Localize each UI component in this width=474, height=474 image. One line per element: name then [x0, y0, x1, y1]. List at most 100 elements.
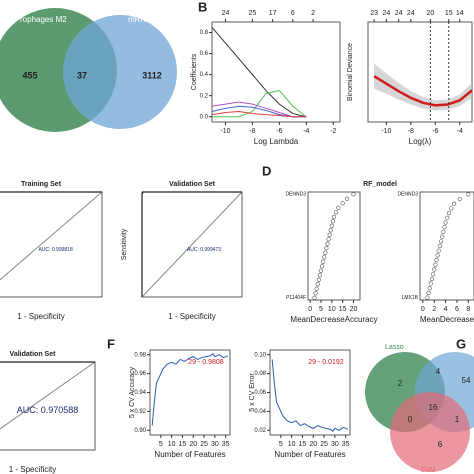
dot — [331, 214, 337, 219]
region-count: 4 — [436, 367, 441, 376]
annotation: AUC: 0.970588 — [17, 405, 79, 415]
y-tick-label: 0.4 — [200, 72, 209, 78]
x-tick-label: -6 — [432, 128, 438, 135]
dot — [440, 234, 445, 239]
top-tick-label: 24 — [222, 10, 230, 17]
region-count: 455 — [22, 70, 37, 80]
dot — [317, 273, 323, 278]
diagonal — [0, 361, 96, 430]
x-tick-label: 5 — [319, 306, 323, 313]
dot — [316, 277, 321, 282]
top-tick-label: 6 — [291, 10, 295, 17]
x-tick-label: 20 — [309, 441, 317, 448]
x-axis-label: 1 - Specificity — [168, 312, 216, 321]
y-tick-label: 0.04 — [254, 409, 266, 415]
x-axis-label: 1 - Specificity — [9, 465, 57, 474]
x-tick-label: -10 — [220, 128, 230, 135]
annotation: 29 - 0.9808 — [188, 359, 224, 366]
x-axis-label: MeanDecreaseAccuracy — [290, 315, 377, 324]
y-axis-label: Binomial Deviance — [347, 43, 354, 101]
dot — [319, 264, 325, 269]
y-tick-label: 0.94 — [134, 390, 146, 396]
plot-title: Validation Set — [10, 351, 57, 358]
plot-frame — [367, 21, 473, 123]
y-axis-label: Sensitivity — [121, 228, 128, 260]
y-tick-label: 0.0 — [200, 114, 209, 120]
x-tick-label: 20 — [189, 441, 197, 448]
dot — [324, 246, 329, 251]
dot — [443, 220, 448, 225]
dot — [442, 225, 447, 230]
data-line — [212, 89, 307, 118]
y-tick-label: 0.02 — [254, 428, 266, 434]
dot — [326, 237, 331, 242]
top-tick-label: 24 — [382, 10, 390, 17]
dot — [313, 291, 318, 296]
set-label: Lasso — [385, 344, 404, 351]
plot-frame — [0, 191, 103, 298]
y-axis-label: 5 x CV Error — [249, 373, 256, 412]
plot-title: RF_model — [363, 181, 397, 188]
x-tick-label: -8 — [249, 128, 255, 135]
y-tick-label: 0.98 — [134, 352, 146, 358]
data-line — [211, 26, 307, 118]
y-axis-label: Coefficients — [191, 53, 198, 90]
x-tick-label: 6 — [455, 306, 459, 313]
roc-curve — [0, 361, 95, 363]
x-tick-label: -4 — [303, 128, 309, 135]
top-tick-label: 23 — [370, 10, 378, 17]
set-circle — [63, 15, 177, 129]
panel-label: D — [262, 163, 271, 178]
dot — [425, 295, 430, 300]
x-tick-label: 35 — [222, 441, 230, 448]
dot — [432, 267, 437, 272]
dot — [437, 243, 442, 249]
dot — [325, 241, 330, 246]
dot — [336, 205, 341, 210]
x-tick-label: 20 — [350, 306, 358, 313]
top-tick-label: 24 — [407, 10, 415, 17]
x-tick-label: 25 — [200, 441, 208, 448]
x-tick-label: 15 — [339, 306, 347, 313]
plot-frame — [419, 191, 474, 301]
dot — [430, 272, 436, 277]
region-count: 1 — [455, 415, 460, 424]
x-tick-label: 15 — [179, 441, 187, 448]
top-tick-label: 25 — [249, 10, 257, 17]
diagonal — [0, 191, 103, 281]
x-tick-label: 10 — [328, 306, 336, 313]
region-count: 54 — [462, 376, 471, 385]
roc-curve — [0, 191, 102, 193]
plot-title: Training Set — [21, 181, 62, 188]
top-tick-label: 17 — [269, 10, 277, 17]
dot — [433, 262, 438, 267]
y-tick-label: 0.90 — [134, 428, 146, 434]
data-line — [211, 105, 307, 118]
region-count: 2 — [398, 379, 403, 388]
dot — [449, 206, 454, 211]
x-tick-label: 15 — [299, 441, 307, 448]
plot-frame — [211, 21, 341, 123]
dot — [429, 276, 435, 281]
y-tick-label: 0.08 — [254, 371, 266, 377]
dot — [466, 192, 471, 197]
dot — [323, 250, 328, 255]
x-tick-label: 0 — [421, 306, 425, 313]
dot — [435, 253, 440, 258]
plot-frame — [307, 191, 361, 301]
top-tick-label: 20 — [427, 10, 435, 17]
category-label: DENND3 — [397, 192, 418, 198]
panel-label: B — [198, 0, 207, 14]
data-line — [211, 110, 307, 118]
dot — [340, 201, 345, 206]
x-tick-label: 30 — [211, 441, 219, 448]
dot — [334, 210, 339, 215]
x-tick-label: 8 — [466, 306, 470, 313]
dot — [318, 268, 324, 273]
dot — [344, 196, 350, 201]
ci-band — [374, 63, 472, 111]
dot — [312, 295, 317, 300]
top-tick-label: 2 — [311, 10, 315, 17]
y-tick-label: 0.92 — [134, 409, 146, 415]
